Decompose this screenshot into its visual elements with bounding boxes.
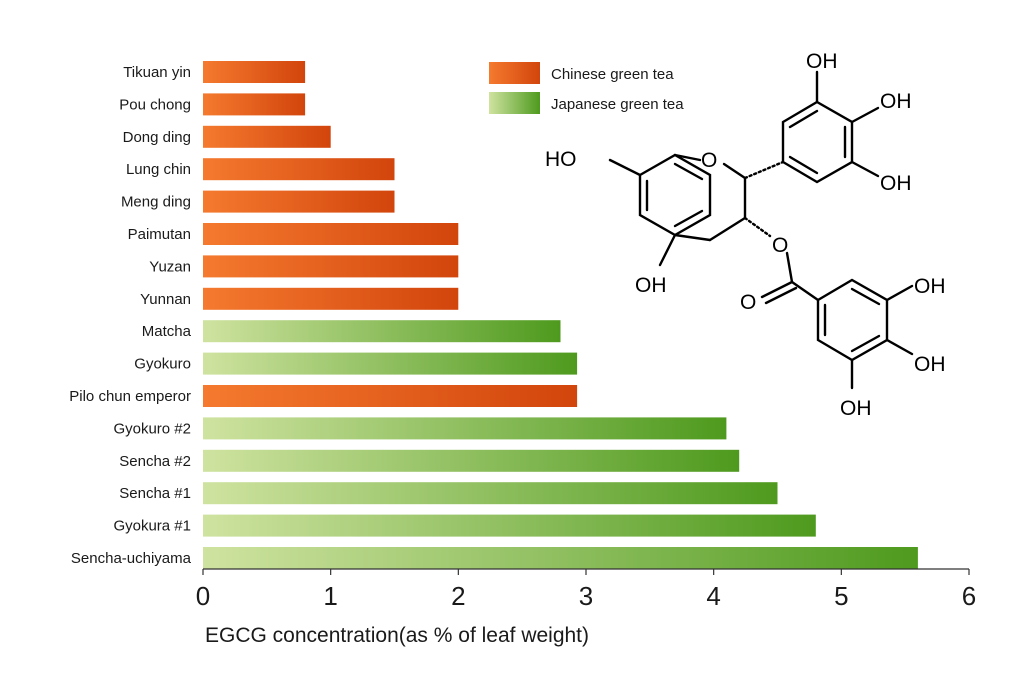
category-label: Sencha-uchiyama xyxy=(71,550,192,567)
bar-lung-chin xyxy=(203,158,395,181)
category-label: Paimutan xyxy=(128,226,191,243)
category-labels: Tikuan yin Pou chong Dong ding Lung chin Men… xyxy=(69,64,191,567)
atom-label: HO xyxy=(545,148,577,171)
galloyl-ring xyxy=(816,278,889,362)
bar-group xyxy=(203,61,918,569)
category-label: Tikuan yin xyxy=(123,64,191,81)
egcg-molecule-diagram xyxy=(608,70,914,390)
bar-sencha-uchiyama xyxy=(203,547,918,569)
bar-yunnan xyxy=(203,287,459,310)
b-ring xyxy=(781,100,854,184)
category-label: Yunnan xyxy=(140,291,191,308)
bar-pou-chong xyxy=(203,93,306,116)
atom-label: OH xyxy=(880,90,912,113)
category-label: Pilo chun emperor xyxy=(69,388,191,405)
category-label: Meng ding xyxy=(121,194,191,211)
bar-gyokura-1 xyxy=(203,514,816,537)
x-tick-label: 0 xyxy=(196,581,210,611)
x-axis-label: EGCG concentration(as % of leaf weight) xyxy=(205,624,589,647)
legend-label-japanese: Japanese green tea xyxy=(551,96,684,113)
category-label: Yuzan xyxy=(149,258,191,275)
bar-matcha xyxy=(203,320,561,343)
legend-label-chinese: Chinese green tea xyxy=(551,66,674,83)
x-tick-label: 2 xyxy=(451,581,465,611)
x-tick-label: 5 xyxy=(834,581,848,611)
x-axis-ticks: 0 1 2 3 4 5 6 xyxy=(196,569,976,611)
bar-paimutan xyxy=(203,223,459,245)
category-label: Matcha xyxy=(142,323,192,340)
category-label: Gyokuro xyxy=(134,356,191,373)
atom-label: O xyxy=(772,234,788,257)
legend-swatch-japanese xyxy=(489,92,540,114)
category-label: Pou chong xyxy=(119,96,191,113)
a-ring xyxy=(638,153,712,237)
atom-label: OH xyxy=(840,397,872,420)
atom-label: O xyxy=(740,291,756,314)
x-tick-label: 6 xyxy=(962,581,976,611)
atom-label: OH xyxy=(914,275,946,298)
category-label: Lung chin xyxy=(126,161,191,178)
x-tick-label: 4 xyxy=(706,581,720,611)
bar-sencha-2 xyxy=(203,449,740,472)
bar-pilo-chun-emperor xyxy=(203,385,578,407)
bar-gyokuro xyxy=(203,352,578,375)
legend-swatch-chinese xyxy=(489,62,540,84)
bar-dong-ding xyxy=(203,125,331,148)
bar-gyokuro-2 xyxy=(203,417,727,440)
atom-label: OH xyxy=(635,274,667,297)
atom-label: OH xyxy=(806,50,838,73)
category-label: Gyokuro #2 xyxy=(113,420,191,437)
atom-label: O xyxy=(701,149,717,172)
atom-label: OH xyxy=(914,353,946,376)
atom-label: OH xyxy=(880,172,912,195)
legend: Chinese green tea Japanese green tea xyxy=(489,62,684,114)
bar-yuzan xyxy=(203,255,459,278)
category-label: Sencha #1 xyxy=(119,485,191,502)
bar-tikuan-yin xyxy=(203,61,306,83)
category-label: Dong ding xyxy=(123,129,191,146)
category-label: Gyokura #1 xyxy=(113,518,191,535)
molecule-atom-labels: HO O OH OH OH OH O O OH OH OH xyxy=(545,50,946,420)
bar-sencha-1 xyxy=(203,482,778,505)
category-label: Sencha #2 xyxy=(119,453,191,470)
x-tick-label: 1 xyxy=(323,581,337,611)
x-tick-label: 3 xyxy=(579,581,593,611)
bar-meng-ding xyxy=(203,190,395,213)
